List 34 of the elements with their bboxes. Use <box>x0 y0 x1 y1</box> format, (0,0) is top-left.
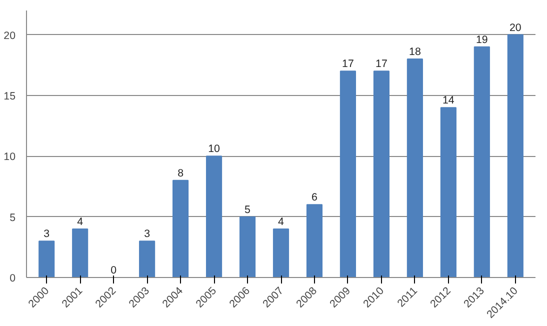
data-label: 18 <box>409 46 421 58</box>
bar <box>440 107 456 278</box>
data-label: 0 <box>110 264 117 276</box>
data-label: 5 <box>244 204 251 216</box>
data-label: 3 <box>144 228 150 240</box>
data-label: 3 <box>44 228 50 240</box>
bar <box>340 70 356 278</box>
data-label: 14 <box>442 94 454 107</box>
y-tick-label: 5 <box>10 212 16 224</box>
data-label: 17 <box>376 58 388 70</box>
bar <box>72 228 88 278</box>
bar <box>306 204 323 278</box>
bar <box>172 180 189 278</box>
data-label: 10 <box>208 143 220 156</box>
y-tick-label: 10 <box>4 151 16 164</box>
bar <box>272 228 290 278</box>
data-label: 4 <box>278 216 284 228</box>
data-label: 6 <box>312 192 318 204</box>
y-tick-label: 15 <box>4 90 16 102</box>
data-label: 20 <box>509 22 522 34</box>
data-label: 8 <box>178 167 184 180</box>
bar <box>474 46 490 278</box>
bar <box>139 240 156 278</box>
y-tick-label: 0 <box>10 272 16 284</box>
bar <box>239 216 256 278</box>
bar <box>507 34 524 278</box>
bar <box>406 58 423 278</box>
data-label: 19 <box>476 34 488 46</box>
data-label: 4 <box>77 216 84 228</box>
bar <box>38 240 55 278</box>
data-label: 17 <box>342 58 354 70</box>
bar <box>206 156 222 278</box>
y-tick-label: 20 <box>4 30 16 42</box>
bar <box>373 70 390 278</box>
